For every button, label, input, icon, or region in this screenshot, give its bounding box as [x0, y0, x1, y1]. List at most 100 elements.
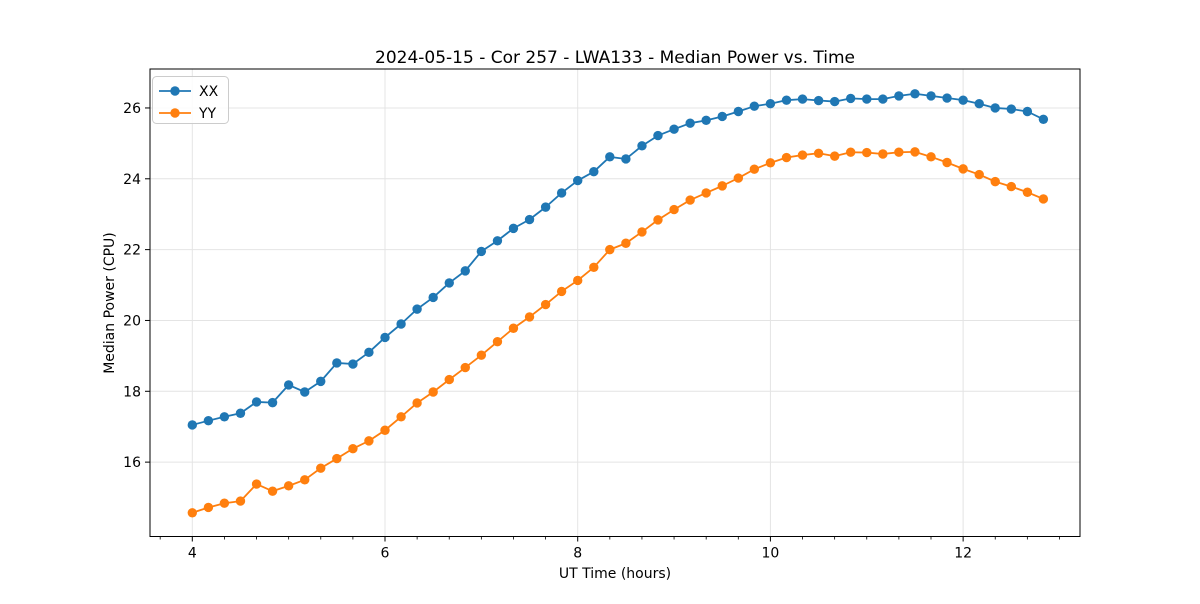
x-tick-label: 10 — [762, 546, 780, 562]
data-point-YY — [765, 158, 776, 168]
data-point-YY — [813, 148, 824, 158]
data-point-YY — [187, 508, 197, 518]
data-point-XX — [203, 415, 214, 426]
data-point-YY — [685, 195, 695, 205]
legend-marker-yy — [170, 108, 180, 118]
data-point-XX — [813, 95, 824, 106]
tick-labels: 4 6 8 10 12 16 18 20 22 24 26 — [123, 101, 972, 562]
data-point-XX — [781, 95, 792, 105]
data-point-YY — [1006, 181, 1017, 192]
data-point-XX — [926, 91, 936, 101]
data-point-YY — [300, 475, 310, 485]
data-point-YY — [701, 188, 711, 198]
data-point-XX — [878, 94, 888, 104]
data-point-XX — [251, 397, 262, 407]
data-point-XX — [1038, 114, 1049, 124]
data-point-XX — [829, 96, 840, 107]
legend: XX YY — [152, 76, 229, 124]
data-point-YY — [316, 463, 326, 473]
y-tick-label: 22 — [123, 243, 141, 259]
data-point-XX — [508, 223, 519, 234]
data-point-YY — [235, 496, 246, 506]
data-point-YY — [990, 176, 1000, 187]
legend-item-xx: XX — [159, 84, 219, 100]
data-point-YY — [348, 443, 358, 454]
data-point-YY — [380, 425, 390, 435]
data-point-YY — [974, 169, 984, 180]
data-point-YY — [267, 486, 278, 496]
data-point-XX — [396, 319, 406, 329]
data-point-YY — [781, 152, 792, 163]
data-point-YY — [653, 215, 663, 225]
data-point-YY — [845, 147, 856, 157]
data-point-YY — [926, 152, 936, 162]
data-point-XX — [380, 332, 390, 343]
series-line-YY — [192, 150, 1044, 514]
data-point-XX — [187, 420, 197, 430]
x-axis-label: UT Time (hours) — [559, 566, 671, 582]
data-point-YY — [476, 350, 487, 360]
data-point-XX — [749, 101, 760, 111]
data-point-XX — [942, 93, 952, 103]
data-point-XX — [797, 94, 808, 104]
data-point-YY — [797, 150, 808, 160]
data-point-XX — [219, 412, 230, 422]
data-point-YY — [862, 147, 872, 158]
data-point-YY — [556, 286, 567, 297]
data-point-XX — [460, 266, 470, 276]
data-point-XX — [476, 246, 487, 257]
plot-border — [149, 68, 1081, 537]
data-point-XX — [990, 103, 1000, 113]
data-point-YY — [573, 275, 583, 286]
data-point-YY — [508, 323, 519, 333]
data-point-YY — [894, 147, 904, 157]
y-tick-label: 18 — [123, 384, 141, 400]
legend-label-yy: YY — [198, 106, 217, 122]
data-point-YY — [621, 238, 631, 248]
data-point-YY — [364, 436, 374, 446]
data-point-XX — [894, 91, 904, 101]
y-tick-label: 20 — [123, 313, 141, 329]
y-tick-label: 16 — [123, 455, 141, 471]
data-point-YY — [412, 398, 422, 408]
data-point-XX — [364, 347, 374, 358]
y-tick-label: 24 — [123, 172, 141, 188]
data-point-XX — [910, 89, 920, 99]
data-point-YY — [637, 227, 647, 237]
data-point-XX — [348, 359, 358, 369]
data-point-YY — [219, 498, 230, 508]
series-XX — [187, 89, 1049, 430]
data-point-YY — [942, 157, 952, 168]
data-point-YY — [444, 374, 454, 385]
data-point-XX — [974, 99, 984, 109]
data-point-XX — [605, 152, 615, 162]
data-point-XX — [765, 99, 776, 109]
data-point-XX — [428, 292, 438, 303]
data-point-XX — [621, 154, 631, 164]
series-YY — [187, 147, 1049, 518]
data-point-YY — [829, 151, 840, 161]
data-point-XX — [556, 188, 567, 198]
data-point-YY — [1022, 187, 1033, 197]
data-point-YY — [1038, 194, 1049, 204]
chart-title: 2024-05-15 - Cor 257 - LWA133 - Median P… — [375, 48, 855, 68]
data-point-XX — [958, 95, 968, 105]
data-point-YY — [460, 362, 470, 373]
x-tick-label: 12 — [954, 546, 972, 562]
data-point-XX — [1006, 104, 1017, 114]
data-series — [187, 89, 1049, 518]
data-point-XX — [573, 175, 583, 186]
data-point-XX — [332, 358, 342, 368]
data-point-YY — [396, 412, 406, 422]
legend-label-xx: XX — [199, 84, 219, 100]
data-point-XX — [685, 118, 695, 128]
data-point-XX — [701, 115, 711, 126]
data-point-XX — [524, 214, 535, 225]
data-point-XX — [862, 94, 872, 104]
data-point-YY — [332, 453, 342, 464]
data-point-YY — [669, 204, 679, 215]
data-point-XX — [300, 387, 310, 397]
data-point-XX — [540, 202, 551, 212]
